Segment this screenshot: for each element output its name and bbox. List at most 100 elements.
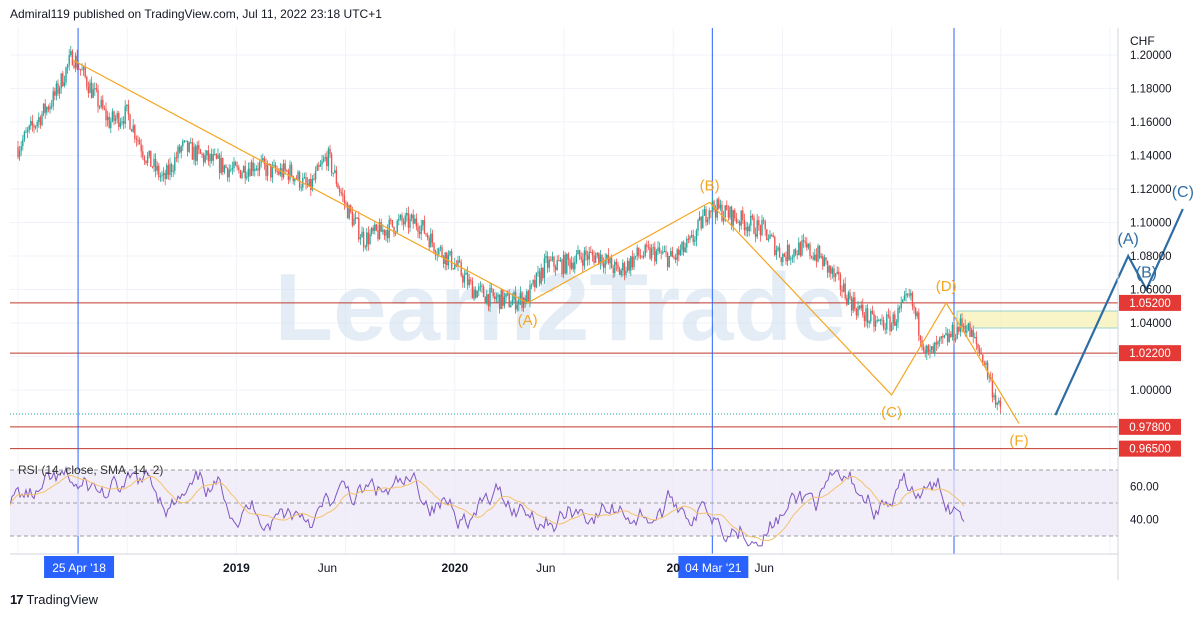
candle-body [156,165,158,171]
candle-body [127,104,130,115]
candle-body [207,150,210,162]
candle-body [135,138,138,140]
candle-body [710,210,712,212]
candle-body [172,170,174,172]
candle-body [673,257,675,259]
candle-body [44,103,46,113]
candle-body [321,161,323,165]
candle-body [52,91,54,107]
candle-body [417,226,419,232]
candle-body [84,67,86,77]
x-tick-label: Jun [755,561,774,575]
candle-body [121,121,123,123]
candle-body [238,167,240,171]
wave-label: (D) [936,278,957,295]
candle-body [481,285,483,287]
candle-body [892,314,894,325]
candle-body [508,293,510,308]
candle-body [593,255,595,263]
candle-body [591,251,594,256]
candle-body [764,221,766,230]
candle-body [732,210,734,226]
candle-body [327,148,330,167]
candle-body [25,131,27,133]
candle-body [423,220,426,234]
candle-body [402,221,405,225]
candle-body [82,67,85,70]
candle-body [444,252,446,264]
candle-body [774,236,776,256]
candle-body [383,229,386,236]
candle-body [505,293,507,297]
candle-body [951,324,954,337]
candle-body [625,270,627,275]
candle-body [562,254,565,275]
wave-path [1054,208,1184,416]
x-tick-label: Jun [318,561,337,575]
candle-body [751,215,754,218]
candle-body [852,297,854,311]
candle-body [772,235,774,237]
axis-unit: CHF [1130,34,1155,48]
horizontal-levels [10,302,1118,450]
candle-body [114,118,117,121]
candle-body [210,153,213,161]
candle-body [412,214,414,224]
candle-body [663,250,666,252]
candle-body [996,402,998,405]
candle-body [703,209,706,216]
candle-body [516,304,518,310]
candle-body [108,116,110,128]
candle-body [370,227,373,235]
candle-body [849,292,851,299]
candle-body [945,332,947,336]
candle-body [540,267,542,284]
candle-body [119,122,122,128]
candle-body [442,256,445,264]
candle-body [758,220,760,226]
candle-body [791,257,794,259]
candle-body [588,251,590,260]
candle-body [610,257,613,269]
elliott-wave-orange: (A) (B) (C) (D) (F) [72,59,1029,450]
candle-body [538,271,541,284]
candle-body [745,226,747,231]
candle-body [532,280,534,284]
candle-body [185,140,187,142]
candle-body [665,250,667,253]
candle-body [902,299,904,303]
date-marker-label: 04 Mar '21 [685,561,742,575]
candle-body [409,218,411,228]
candle-body [972,329,974,338]
price-label: 1.05200 [1129,298,1171,310]
candle-body [33,125,35,128]
candle-body [670,251,672,256]
wave-label: (B) [1136,265,1157,282]
candle-body [68,55,70,65]
candle-body [87,86,90,94]
rsi-tick-label: 40.00 [1130,515,1159,527]
footer-brand: 17 TradingView [10,592,98,607]
candle-body [750,215,752,226]
candle-body [492,289,494,296]
candle-body [369,234,371,245]
price-label-box [1119,294,1181,311]
candle-body [202,154,205,163]
candle-body [142,151,144,157]
candle-body [386,230,389,238]
candle-body [620,270,622,275]
candle-body [418,231,421,234]
candle-body [190,142,192,144]
candle-body [980,352,982,355]
candle-body [814,254,816,260]
candle-body [186,140,189,152]
candle-body [578,250,581,257]
candle-body [953,324,955,341]
candle-body [106,116,109,121]
candle-body [161,175,163,177]
candle-body [870,310,872,322]
candle-body [974,337,976,339]
candle-body [390,219,392,221]
candle-body [924,350,926,354]
